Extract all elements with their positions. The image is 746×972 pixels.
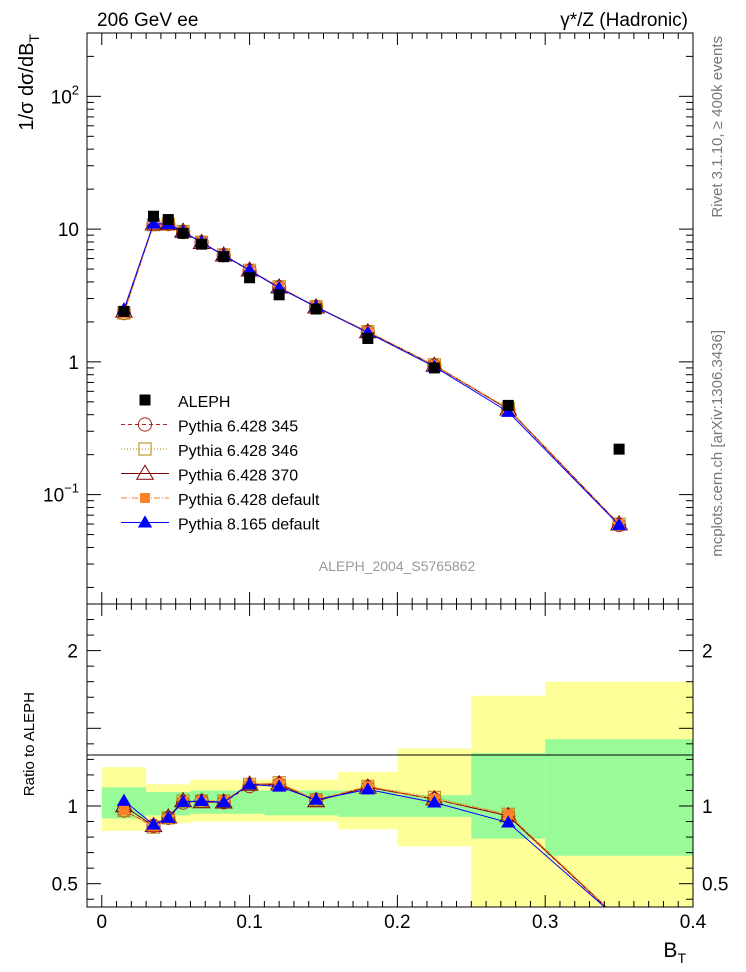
x-tick-label: 0.3 [532,912,558,933]
y-tick-label-left: 1 [67,797,78,818]
series-p345 [116,217,627,533]
uncertainty-band-inner [338,790,398,817]
energy-label: 206 GeV ee [97,10,198,31]
marker-triangle [242,263,257,276]
y-tick-label-exponent: 2 [72,82,79,97]
y-tick-label-left: 2 [67,642,78,663]
rivet-label: Rivet 3.1.10, ≥ 400k events [709,36,726,218]
legend-item: Pythia 6.428 370 [121,464,298,485]
y-tick-label-base: 1 [68,353,79,374]
marker-triangle [175,794,191,807]
legend-item: Pythia 6.428 345 [121,417,298,436]
marker-data [162,214,174,226]
marker-triangle [360,782,375,795]
marker-triangle [194,793,209,806]
y-tick-label-base: 10 [58,220,79,241]
marker-triangle [308,792,324,805]
x-tick-label: 0.4 [680,912,707,933]
ratio-series-p8 [116,777,606,907]
marker-triangle [501,815,516,828]
y-tick-label-right: 2 [702,642,713,663]
y-tick-label-base: 10 [51,87,72,108]
legend-label: Pythia 6.428 370 [178,468,298,485]
y-tick-label: 1 [68,353,79,374]
marker-data [218,251,230,263]
marker-data [196,238,208,250]
marker-data [139,394,151,406]
x-axis-label: BT [663,939,686,966]
y-tick-label-right: 0.5 [702,875,728,896]
ratio-frame [86,603,694,908]
ratio-panel: 0 0.1 0.2 0.3 0.4 2 2 1 1 0.5 0.5 [52,603,728,933]
x-tick-label: 0.1 [236,912,262,933]
marker-data [362,332,374,344]
y-tick-label-right: 1 [702,797,713,818]
legend-item: Pythia 8.165 default [121,515,320,534]
marker-square [140,493,150,503]
legend-item: ALEPH [139,394,230,411]
x-tick-label: 0.2 [384,912,410,933]
uncertainty-band-inner [545,739,693,856]
marker-square [503,809,514,820]
marker-triangle [137,515,153,528]
legend-label: Pythia 6.428 default [178,492,320,509]
analysis-label: ALEPH_2004_S5765862 [319,558,476,574]
marker-triangle [216,795,231,808]
marker-data [148,210,160,222]
legend-item: Pythia 6.428 default [121,492,320,509]
legend-label: ALEPH [178,394,230,411]
x-tick-label: 0 [96,912,107,933]
y-tick-label: 102 [51,82,79,108]
marker-triangle [611,517,627,531]
marker-triangle [242,777,257,790]
marker-triangle [146,817,161,830]
marker-data [502,399,514,411]
legend-label: Pythia 6.428 345 [178,419,298,436]
marker-data [244,272,256,284]
marker-triangle [116,793,132,806]
marker-triangle [135,464,155,480]
y-tick-label: 10 [58,220,79,241]
y-axis-label-main: 1/σ dσ/dBT [16,34,42,131]
y-tick-label-exponent: −1 [64,481,79,496]
marker-data [310,303,322,315]
marker-data [177,227,189,239]
marker-data [118,305,130,317]
process-label: γ*/Z (Hadronic) [560,10,688,31]
marker-square [138,442,152,456]
legend-item: Pythia 6.428 346 [121,442,298,460]
marker-triangle [146,216,161,229]
marker-triangle [271,779,287,792]
legend: ALEPH Pythia 6.428 345 Pythia 6.428 346 Pyt… [121,394,320,534]
legend-label: Pythia 6.428 346 [178,443,298,460]
marker-data [273,289,285,301]
y-tick-label-base: 10 [43,486,64,507]
marker-data [613,443,625,455]
y-axis-label-ratio: Ratio to ALEPH [21,692,38,796]
marker-triangle [427,795,442,808]
y-tick-label: 10−1 [43,481,79,507]
legend-label: Pythia 8.165 default [178,517,320,534]
marker-data [428,362,440,374]
marker-triangle [161,810,176,823]
y-tick-label-left: 0.5 [52,875,78,896]
mcplots-label: mcplots.cern.ch [arXiv:1306.3436] [709,330,726,557]
marker-circle [137,417,153,432]
marker-square [119,805,129,816]
